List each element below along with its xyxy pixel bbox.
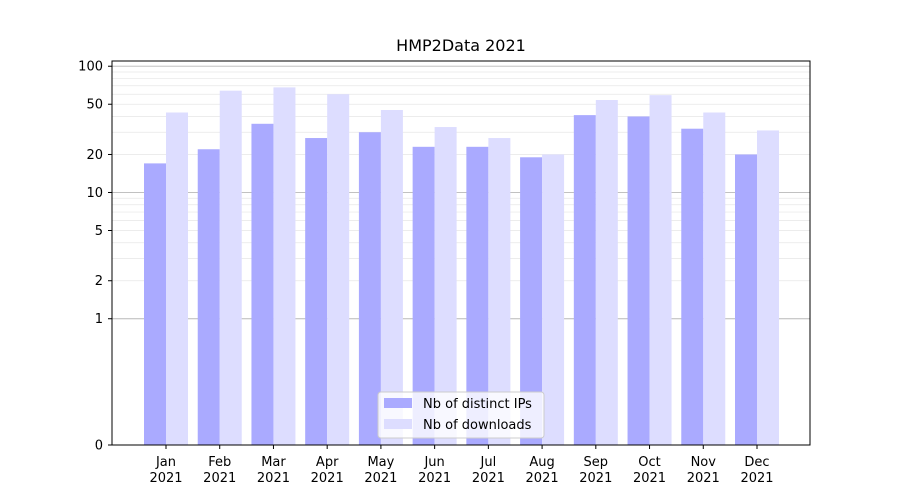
x-tick-label: Jun (423, 455, 444, 470)
x-tick-label: May (367, 455, 394, 470)
bar-distinct-ips (144, 163, 166, 445)
x-tick-label: 2021 (203, 471, 236, 486)
bar-downloads (488, 138, 511, 445)
bar-downloads (380, 110, 403, 445)
x-tick-label: 2021 (149, 471, 182, 486)
x-tick-label: Oct (638, 455, 660, 470)
x-tick-label: 2021 (740, 471, 773, 486)
legend-swatch (384, 398, 412, 408)
x-tick-label: 2021 (687, 471, 720, 486)
x-tick-label: Sep (584, 455, 609, 470)
y-tick-label: 0 (95, 439, 103, 454)
x-tick-label: 2021 (311, 471, 344, 486)
plot-frame (111, 60, 811, 446)
bar-downloads (595, 100, 618, 445)
bar-downloads (219, 90, 242, 445)
bar-downloads (273, 87, 296, 446)
bars (144, 87, 779, 446)
bar-distinct-ips (627, 116, 650, 446)
bar-downloads (327, 94, 350, 445)
legend-label: Nb of downloads (423, 418, 532, 433)
x-tick-label: 2021 (579, 471, 612, 486)
legend: Nb of distinct IPs Nb of downloads (377, 391, 545, 439)
legend-label: Nb of distinct IPs (423, 397, 532, 412)
x-tick-label: Nov (691, 455, 717, 470)
x-tick-label: Apr (316, 455, 339, 470)
x-tick-label: Jul (480, 455, 497, 470)
x-tick-label: Feb (208, 455, 231, 470)
bar-distinct-ips (681, 128, 704, 446)
x-tick-label: Dec (744, 455, 769, 470)
bar-distinct-ips (520, 157, 543, 445)
y-tick-label: 50 (86, 98, 103, 113)
y-tick-label: 5 (95, 224, 103, 239)
x-tick-label: 2021 (257, 471, 290, 486)
x-tick-label: 2021 (526, 471, 559, 486)
x-tick-label: Mar (261, 455, 286, 470)
bar-downloads (166, 112, 188, 446)
bar-downloads (542, 154, 565, 445)
bar-distinct-ips (197, 149, 220, 445)
x-axis: Jan2021Feb2021Mar2021Apr2021May2021Jun20… (149, 445, 774, 486)
bar-distinct-ips (251, 123, 274, 445)
bar-distinct-ips (735, 154, 757, 445)
y-tick-label: 100 (78, 60, 103, 75)
bar-distinct-ips (466, 146, 489, 445)
x-tick-label: 2021 (364, 471, 397, 486)
y-tick-label: 20 (86, 148, 103, 163)
bar-distinct-ips (358, 132, 381, 445)
chart-title: HMP2Data 2021 (396, 36, 526, 55)
bar-downloads (757, 130, 779, 445)
y-axis: 0 1 2 5 10 20 50 100 (78, 60, 112, 454)
legend-box (377, 391, 545, 439)
x-tick-label: Aug (529, 455, 554, 470)
bar-downloads (649, 95, 672, 446)
legend-swatch (384, 419, 412, 429)
bar-downloads (434, 127, 457, 445)
y-tick-label: 2 (95, 274, 103, 289)
x-tick-label: Jan (155, 455, 176, 470)
y-tick-label: 1 (95, 312, 103, 327)
x-tick-label: 2021 (633, 471, 666, 486)
y-tick-label: 10 (86, 186, 103, 201)
bar-distinct-ips (305, 138, 328, 445)
x-tick-label: 2021 (472, 471, 505, 486)
bar-distinct-ips (412, 146, 435, 445)
bar-distinct-ips (573, 115, 596, 446)
bar-downloads (703, 112, 726, 446)
x-tick-label: 2021 (418, 471, 451, 486)
